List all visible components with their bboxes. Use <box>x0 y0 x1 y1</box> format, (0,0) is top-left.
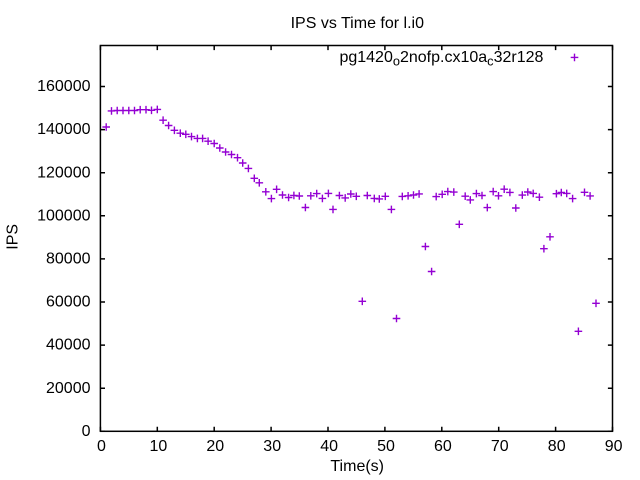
svg-text:140000: 140000 <box>37 121 90 138</box>
svg-text:60: 60 <box>434 438 452 455</box>
svg-text:20000: 20000 <box>46 380 91 397</box>
svg-text:pg1420o2nofp.cx10ac32r128: pg1420o2nofp.cx10ac32r128 <box>339 49 543 68</box>
svg-text:20: 20 <box>206 438 224 455</box>
svg-text:120000: 120000 <box>37 164 90 181</box>
svg-text:160000: 160000 <box>37 78 90 95</box>
svg-text:Time(s): Time(s) <box>330 458 384 475</box>
svg-text:60000: 60000 <box>46 294 91 311</box>
svg-text:100000: 100000 <box>37 207 90 224</box>
svg-text:30: 30 <box>263 438 281 455</box>
svg-text:80: 80 <box>548 438 566 455</box>
svg-text:40: 40 <box>320 438 338 455</box>
svg-text:40000: 40000 <box>46 337 91 354</box>
svg-text:IPS vs Time for l.i0: IPS vs Time for l.i0 <box>291 15 424 32</box>
svg-text:70: 70 <box>491 438 509 455</box>
svg-text:80000: 80000 <box>46 251 91 268</box>
svg-text:50: 50 <box>377 438 395 455</box>
svg-text:IPS: IPS <box>5 224 22 250</box>
svg-text:0: 0 <box>82 423 91 440</box>
svg-text:90: 90 <box>605 438 623 455</box>
svg-text:10: 10 <box>150 438 168 455</box>
svg-text:0: 0 <box>97 438 106 455</box>
